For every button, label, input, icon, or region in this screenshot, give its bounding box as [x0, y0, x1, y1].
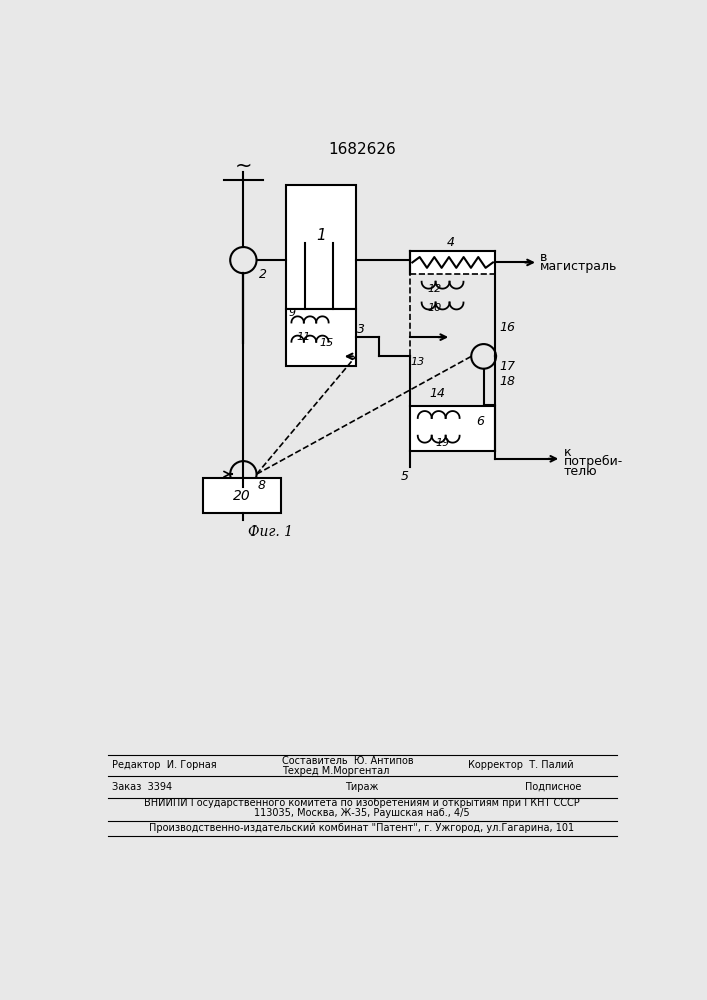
Bar — [286, 309, 356, 366]
Text: 10: 10 — [428, 303, 442, 313]
Bar — [286, 185, 356, 309]
Text: 17: 17 — [499, 360, 515, 373]
Text: 13: 13 — [410, 357, 424, 367]
Text: Тираж: Тираж — [345, 782, 379, 792]
Text: Фиг. 1: Фиг. 1 — [248, 525, 293, 539]
Text: телю: телю — [563, 465, 597, 478]
Text: Корректор  Т. Палий: Корректор Т. Палий — [468, 760, 574, 770]
Text: Редактор  И. Горная: Редактор И. Горная — [112, 760, 216, 770]
Text: 1: 1 — [316, 228, 326, 243]
Text: 1682626: 1682626 — [328, 142, 396, 157]
Text: 18: 18 — [499, 375, 515, 388]
Text: магистраль: магистраль — [539, 260, 617, 273]
Text: 9: 9 — [288, 308, 296, 318]
Text: 14: 14 — [429, 387, 445, 400]
Bar — [410, 251, 495, 451]
Text: потреби-: потреби- — [563, 455, 623, 468]
Text: 12: 12 — [428, 284, 442, 294]
Text: 5: 5 — [401, 470, 409, 483]
Text: ВНИИПИ Государственного комитета по изобретениям и открытиям при ГКНТ СССР: ВНИИПИ Государственного комитета по изоб… — [144, 798, 580, 808]
Text: 3: 3 — [357, 323, 366, 336]
Text: 20: 20 — [233, 489, 251, 503]
Text: 2: 2 — [259, 267, 267, 280]
Text: 4: 4 — [446, 236, 455, 249]
Text: Составитель  Ю. Антипов: Составитель Ю. Антипов — [282, 756, 414, 766]
Text: Техред М.Моргентал: Техред М.Моргентал — [282, 766, 390, 776]
Text: 19: 19 — [436, 438, 450, 448]
Bar — [410, 251, 495, 274]
Text: к: к — [563, 446, 571, 459]
Bar — [410, 406, 495, 451]
Text: 113035, Москва, Ж-35, Раушская наб., 4/5: 113035, Москва, Ж-35, Раушская наб., 4/5 — [254, 808, 469, 818]
Text: 8: 8 — [257, 479, 265, 492]
Text: 15: 15 — [320, 338, 334, 348]
Bar — [203, 478, 281, 513]
Text: Производственно-издательский комбинат "Патент", г. Ужгород, ул.Гагарина, 101: Производственно-издательский комбинат "П… — [149, 823, 575, 833]
Text: 11: 11 — [296, 332, 310, 342]
Text: Заказ  3394: Заказ 3394 — [112, 782, 172, 792]
Text: 16: 16 — [499, 321, 515, 334]
Text: в: в — [539, 251, 547, 264]
Text: ~: ~ — [235, 156, 252, 176]
Text: 6: 6 — [476, 415, 484, 428]
Text: Подписное: Подписное — [525, 782, 582, 792]
